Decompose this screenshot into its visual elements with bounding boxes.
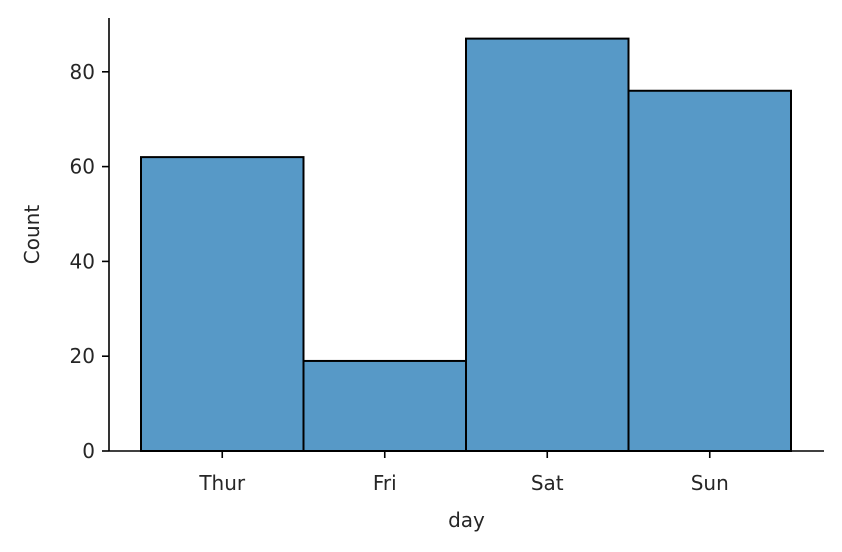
y-axis-label: Count: [20, 205, 44, 265]
y-tick-label: 40: [70, 249, 95, 273]
y-tick-label: 80: [70, 60, 95, 84]
axes-group: [108, 18, 824, 452]
bar-sun: [627, 89, 792, 453]
bar-fri: [302, 359, 467, 452]
x-axis-label: day: [448, 508, 485, 532]
x-ticks-group: Thur Fri Sat Sun: [198, 451, 729, 495]
x-tick-label: Fri: [373, 471, 397, 495]
x-tick-label: Sun: [691, 471, 729, 495]
y-ticks-group: 0 20 40 60 80: [70, 60, 109, 463]
x-tick-label: Thur: [198, 471, 246, 495]
bar-sat: [465, 37, 630, 452]
bars-group: [140, 37, 792, 453]
y-tick-label: 0: [82, 439, 95, 463]
bar-thur: [140, 156, 305, 452]
x-tick-label: Sat: [531, 471, 564, 495]
y-tick-label: 20: [70, 344, 95, 368]
y-tick-label: 60: [70, 155, 95, 179]
